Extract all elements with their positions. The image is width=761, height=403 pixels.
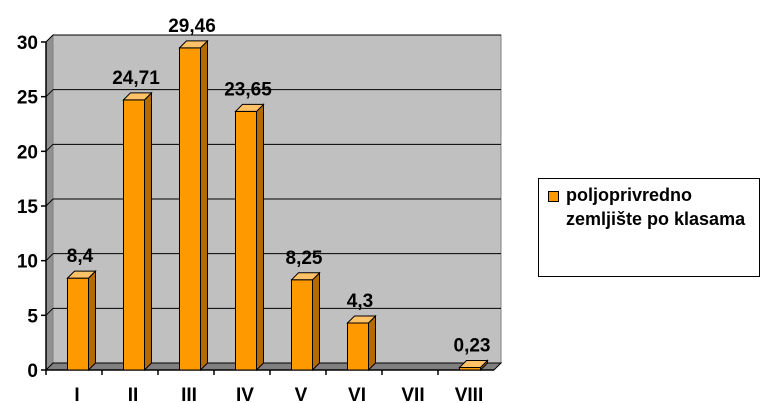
- y-tick-label: 0: [27, 361, 38, 382]
- bar-side: [256, 103, 264, 372]
- bar-top: [122, 92, 153, 101]
- gridline-diagonal: [45, 89, 54, 98]
- bar: [346, 314, 377, 372]
- x-tick-label: IV: [236, 385, 254, 403]
- bar-front: [123, 99, 145, 371]
- bar-top: [290, 272, 321, 281]
- bar-side: [144, 91, 152, 372]
- bar-side: [200, 39, 208, 372]
- y-tick-label: 30: [17, 33, 38, 54]
- gridline-diagonal: [45, 307, 54, 316]
- data-label: 24,71: [112, 68, 160, 89]
- legend: poljoprivredno zemljište po klasama: [538, 178, 760, 277]
- bar: [66, 269, 97, 372]
- x-tick-label: VI: [348, 385, 366, 403]
- x-tick-label: II: [128, 385, 139, 403]
- gridline-diagonal: [45, 34, 54, 43]
- gridline-diagonal: [45, 253, 54, 262]
- data-label: 8,25: [286, 248, 323, 269]
- legend-label: poljoprivredno zemljište po klasama: [566, 185, 746, 229]
- bar-side: [368, 314, 376, 372]
- data-label: 4,3: [347, 291, 373, 312]
- bar-top: [178, 40, 209, 49]
- bars: [66, 39, 489, 372]
- data-labels: 8,4 24,71 29,46 23,65 8,25 4,3 0,23: [67, 16, 491, 357]
- x-tick-label: III: [181, 385, 197, 403]
- bar-top: [66, 270, 97, 279]
- data-label: 0,23: [454, 335, 491, 356]
- x-tick-label: VII: [401, 385, 424, 403]
- bar-top: [458, 359, 489, 368]
- x-tick-label: VIII: [455, 385, 484, 403]
- y-tick-label: 25: [17, 88, 39, 109]
- data-label: 8,4: [67, 246, 94, 267]
- data-label: 23,65: [224, 79, 272, 100]
- data-label: 29,46: [168, 16, 216, 37]
- plot-floor: [44, 362, 503, 371]
- bar-front: [347, 322, 369, 371]
- bar: [458, 359, 489, 372]
- x-tick-label: V: [295, 385, 308, 403]
- bar-top: [234, 103, 265, 112]
- y-tick-label: 15: [17, 197, 39, 218]
- legend-swatch: [548, 191, 559, 202]
- bar-top: [346, 315, 377, 324]
- bar-side: [88, 269, 96, 372]
- bar-side: [312, 271, 320, 372]
- y-tick-label: 5: [27, 306, 38, 327]
- x-tick-label: I: [74, 385, 79, 403]
- gridline-diagonal: [45, 143, 54, 152]
- gridline-diagonal: [45, 198, 54, 207]
- bar: [178, 39, 209, 372]
- bar-front: [235, 110, 257, 371]
- bar-front: [67, 277, 89, 371]
- bar-front: [291, 279, 313, 371]
- bar-front: [179, 47, 201, 371]
- bar: [290, 271, 321, 372]
- bar: [234, 103, 265, 372]
- bar: [122, 91, 153, 372]
- y-tick-label: 10: [17, 252, 38, 273]
- y-tick-label: 20: [17, 142, 38, 163]
